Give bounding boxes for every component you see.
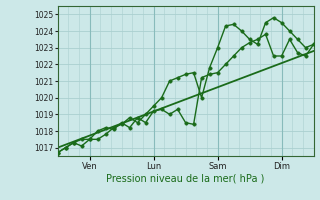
X-axis label: Pression niveau de la mer( hPa ): Pression niveau de la mer( hPa ) [107,173,265,183]
